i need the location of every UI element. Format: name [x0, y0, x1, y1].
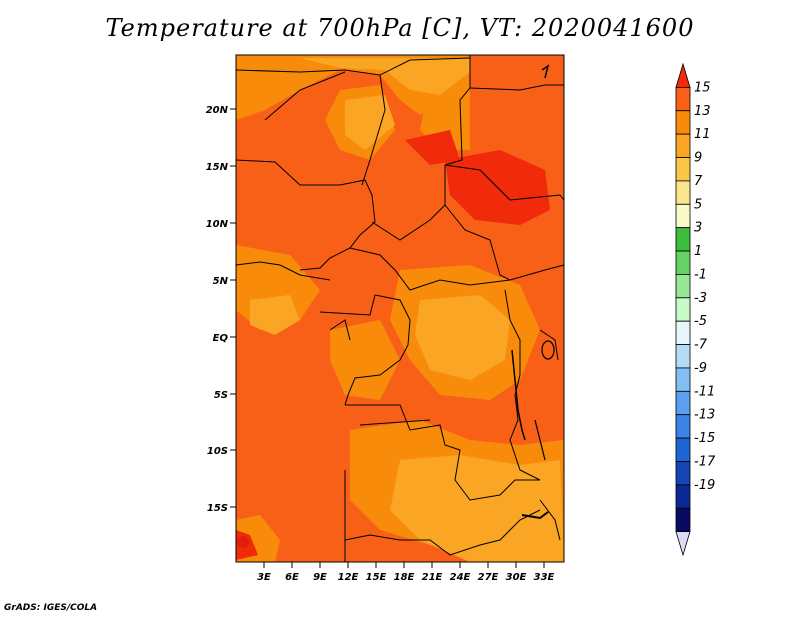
colorbar-label: 1: [694, 244, 702, 259]
lat-label: EQ: [213, 333, 229, 344]
colorbar-label: -3: [694, 291, 707, 306]
lon-label: 33E: [534, 572, 555, 583]
map-frame: [235, 54, 565, 563]
colorbar-label: -7: [694, 338, 708, 353]
lon-label: 6E: [285, 572, 299, 583]
lakes: [511, 64, 555, 520]
colorbar-bin: [675, 390, 691, 416]
lon-label: 9E: [313, 572, 327, 583]
colorbar-bin: [675, 62, 691, 88]
grads-credit: GrADS: IGES/COLA: [4, 603, 98, 613]
colorbar-label: 5: [694, 197, 702, 212]
country-borders: [236, 55, 564, 562]
lon-label: 15E: [366, 572, 387, 583]
lon-axis: 3E 6E 9E 12E 15E 18E 21E 24E 27E 30E 33E: [257, 562, 555, 583]
colorbar-label: 15: [694, 80, 711, 95]
colorbar-bin: [675, 320, 691, 345]
colorbar-label: -17: [694, 454, 716, 469]
shading-above-15: [237, 536, 249, 548]
lat-label: 5S: [214, 390, 228, 401]
lat-label: 15S: [207, 503, 228, 514]
colorbar-bin: [675, 227, 691, 252]
colorbar-label: -5: [694, 314, 707, 329]
lat-label: 15N: [206, 162, 229, 173]
lon-label: 21E: [422, 572, 443, 583]
colorbar-bin: [675, 484, 691, 509]
colorbar-bin: [675, 157, 691, 182]
colorbar-label: -11: [694, 384, 715, 399]
colorbar-bin: [675, 203, 691, 229]
colorbar: 15 13 11 9 7 5 3 1 -1 -3 -5 -7 -9 -11 -13 -15 -17 -19: [675, 62, 716, 557]
lat-label: 20N: [206, 105, 229, 116]
colorbar-bin: [675, 274, 691, 299]
colorbar-label: 3: [694, 221, 702, 236]
lat-label: 5N: [213, 276, 229, 287]
lon-label: 3E: [257, 572, 271, 583]
lon-label: 24E: [450, 572, 471, 583]
colorbar-label: 11: [694, 127, 711, 142]
colorbar-label: 13: [694, 104, 711, 119]
colorbar-label: -13: [694, 408, 715, 423]
colorbar-bin: [675, 367, 691, 392]
colorbar-bin: [675, 297, 691, 322]
colorbar-label: -15: [694, 431, 715, 446]
colorbar-bin: [675, 507, 691, 533]
lon-label: 18E: [394, 572, 415, 583]
colorbar-bin: [675, 180, 691, 205]
colorbar-bin: [675, 110, 691, 135]
colorbar-bin: [675, 344, 691, 369]
colorbar-label: -1: [694, 267, 707, 282]
lat-label: 10N: [206, 219, 229, 230]
shading-7-9: [250, 58, 564, 562]
lat-label: 10S: [207, 446, 228, 457]
lon-label: 27E: [478, 572, 499, 583]
lon-label: 30E: [506, 572, 527, 583]
colorbar-label: -9: [694, 361, 707, 376]
map-panel: [236, 55, 564, 562]
colorbar-label: 9: [694, 151, 702, 166]
chart-title: Temperature at 700hPa [C], VT: 202004160…: [105, 14, 695, 42]
lon-label: 12E: [338, 572, 359, 583]
colorbar-bin: [675, 461, 691, 486]
colorbar-bin: [675, 531, 691, 557]
colorbar-bin: [675, 250, 691, 275]
colorbar-bin: [675, 414, 691, 439]
lat-axis: 20N 15N 10N 5N EQ 5S 10S 15S: [206, 105, 236, 514]
colorbar-bin: [675, 133, 691, 158]
colorbar-label: -19: [694, 478, 715, 493]
colorbar-bin: [675, 437, 691, 462]
colorbar-label: 7: [694, 174, 703, 189]
colorbar-bin: [675, 86, 691, 112]
